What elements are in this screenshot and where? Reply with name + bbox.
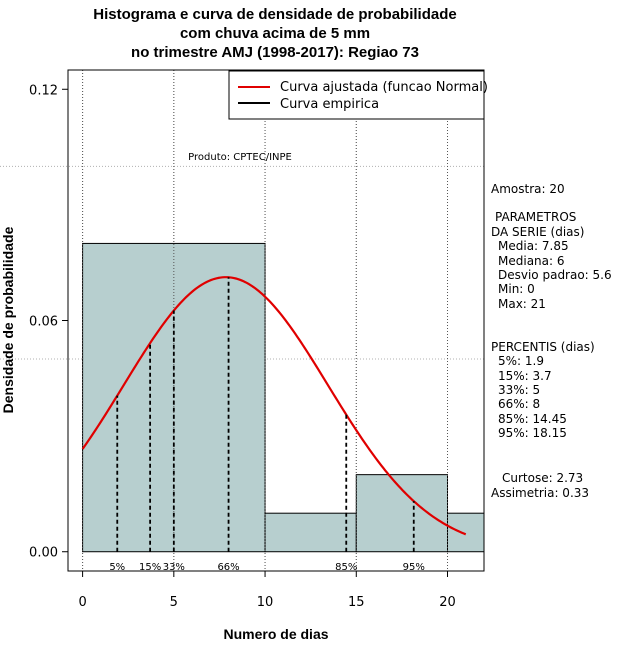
percentile-label: 5% — [109, 562, 125, 573]
curtose-text: Curtose: 2.73 — [502, 471, 584, 485]
chart-title-line-2: com chuva acima de 5 mm — [179, 25, 371, 42]
legend-label-empirical: Curva empirica — [280, 97, 379, 112]
legend-box — [228, 70, 485, 120]
max-text: Max: 21 — [498, 297, 546, 311]
histogram-bar — [264, 512, 357, 553]
mediana-text: Mediana: 6 — [498, 254, 565, 268]
percentile-label: 15% — [139, 562, 161, 573]
p5-text: 5%: 1.9 — [498, 354, 544, 368]
axes-layer: 0 5 10 15 20 0.00 0.06 0.12 — [29, 69, 485, 610]
percentile-label: 66% — [217, 562, 239, 573]
y-tick-label: 0.12 — [29, 83, 58, 98]
min-text: Min: 0 — [498, 282, 535, 296]
p33-text: 33%: 5 — [498, 383, 541, 397]
x-tick-label: 0 — [78, 595, 86, 610]
desvio-text: Desvio padrao: 5.6 — [498, 268, 612, 282]
p95-text: 95%: 18.15 — [498, 426, 567, 440]
parametros-subtitle: DA SERIE (dias) — [491, 225, 585, 239]
percentis-title: PERCENTIS (dias) — [491, 340, 595, 354]
x-tick-label: 10 — [257, 595, 274, 610]
produto-label: Produto: CPTEC/INPE — [188, 152, 292, 163]
p66-text: 66%: 8 — [498, 397, 541, 411]
p85-text: 85%: 14.45 — [498, 412, 567, 426]
y-tick-label: 0.06 — [29, 315, 58, 330]
p15-text: 15%: 3.7 — [498, 369, 552, 383]
x-tick-label: 15 — [348, 595, 365, 610]
histogram-bars — [82, 242, 485, 553]
parametros-title: PARAMETROS — [495, 210, 577, 224]
fitted-curve-layer — [81, 276, 467, 536]
x-axis-label: Numero de dias — [223, 626, 328, 642]
legend-label-fitted: Curva ajustada (funcao Normal) — [280, 80, 488, 95]
media-text: Media: 7.85 — [498, 239, 569, 253]
histogram-bar — [447, 512, 485, 553]
fitted-normal-curve — [81, 276, 467, 536]
x-tick-label: 20 — [439, 595, 456, 610]
chart-title-line-3: no trimestre AMJ (1998-2017): Regiao 73 — [131, 44, 419, 61]
percentile-label: 95% — [403, 562, 425, 573]
assimetria-text: Assimetria: 0.33 — [491, 486, 590, 500]
legend: Curva ajustada (funcao Normal) Curva emp… — [228, 70, 488, 120]
percentile-label: 85% — [335, 562, 357, 573]
y-tick-label: 0.00 — [29, 546, 58, 561]
amostra-text: Amostra: 20 — [491, 182, 565, 196]
histogram-bar — [355, 474, 449, 553]
x-tick-label: 5 — [170, 595, 178, 610]
percentile-label: 33% — [163, 562, 185, 573]
chart-title-line-1: Histograma e curva de densidade de proba… — [93, 6, 457, 23]
percentile-lines: 5% 15% 33% 66% 85% 95% — [109, 277, 425, 573]
y-axis-label: Densidade de probabilidade — [0, 226, 16, 413]
